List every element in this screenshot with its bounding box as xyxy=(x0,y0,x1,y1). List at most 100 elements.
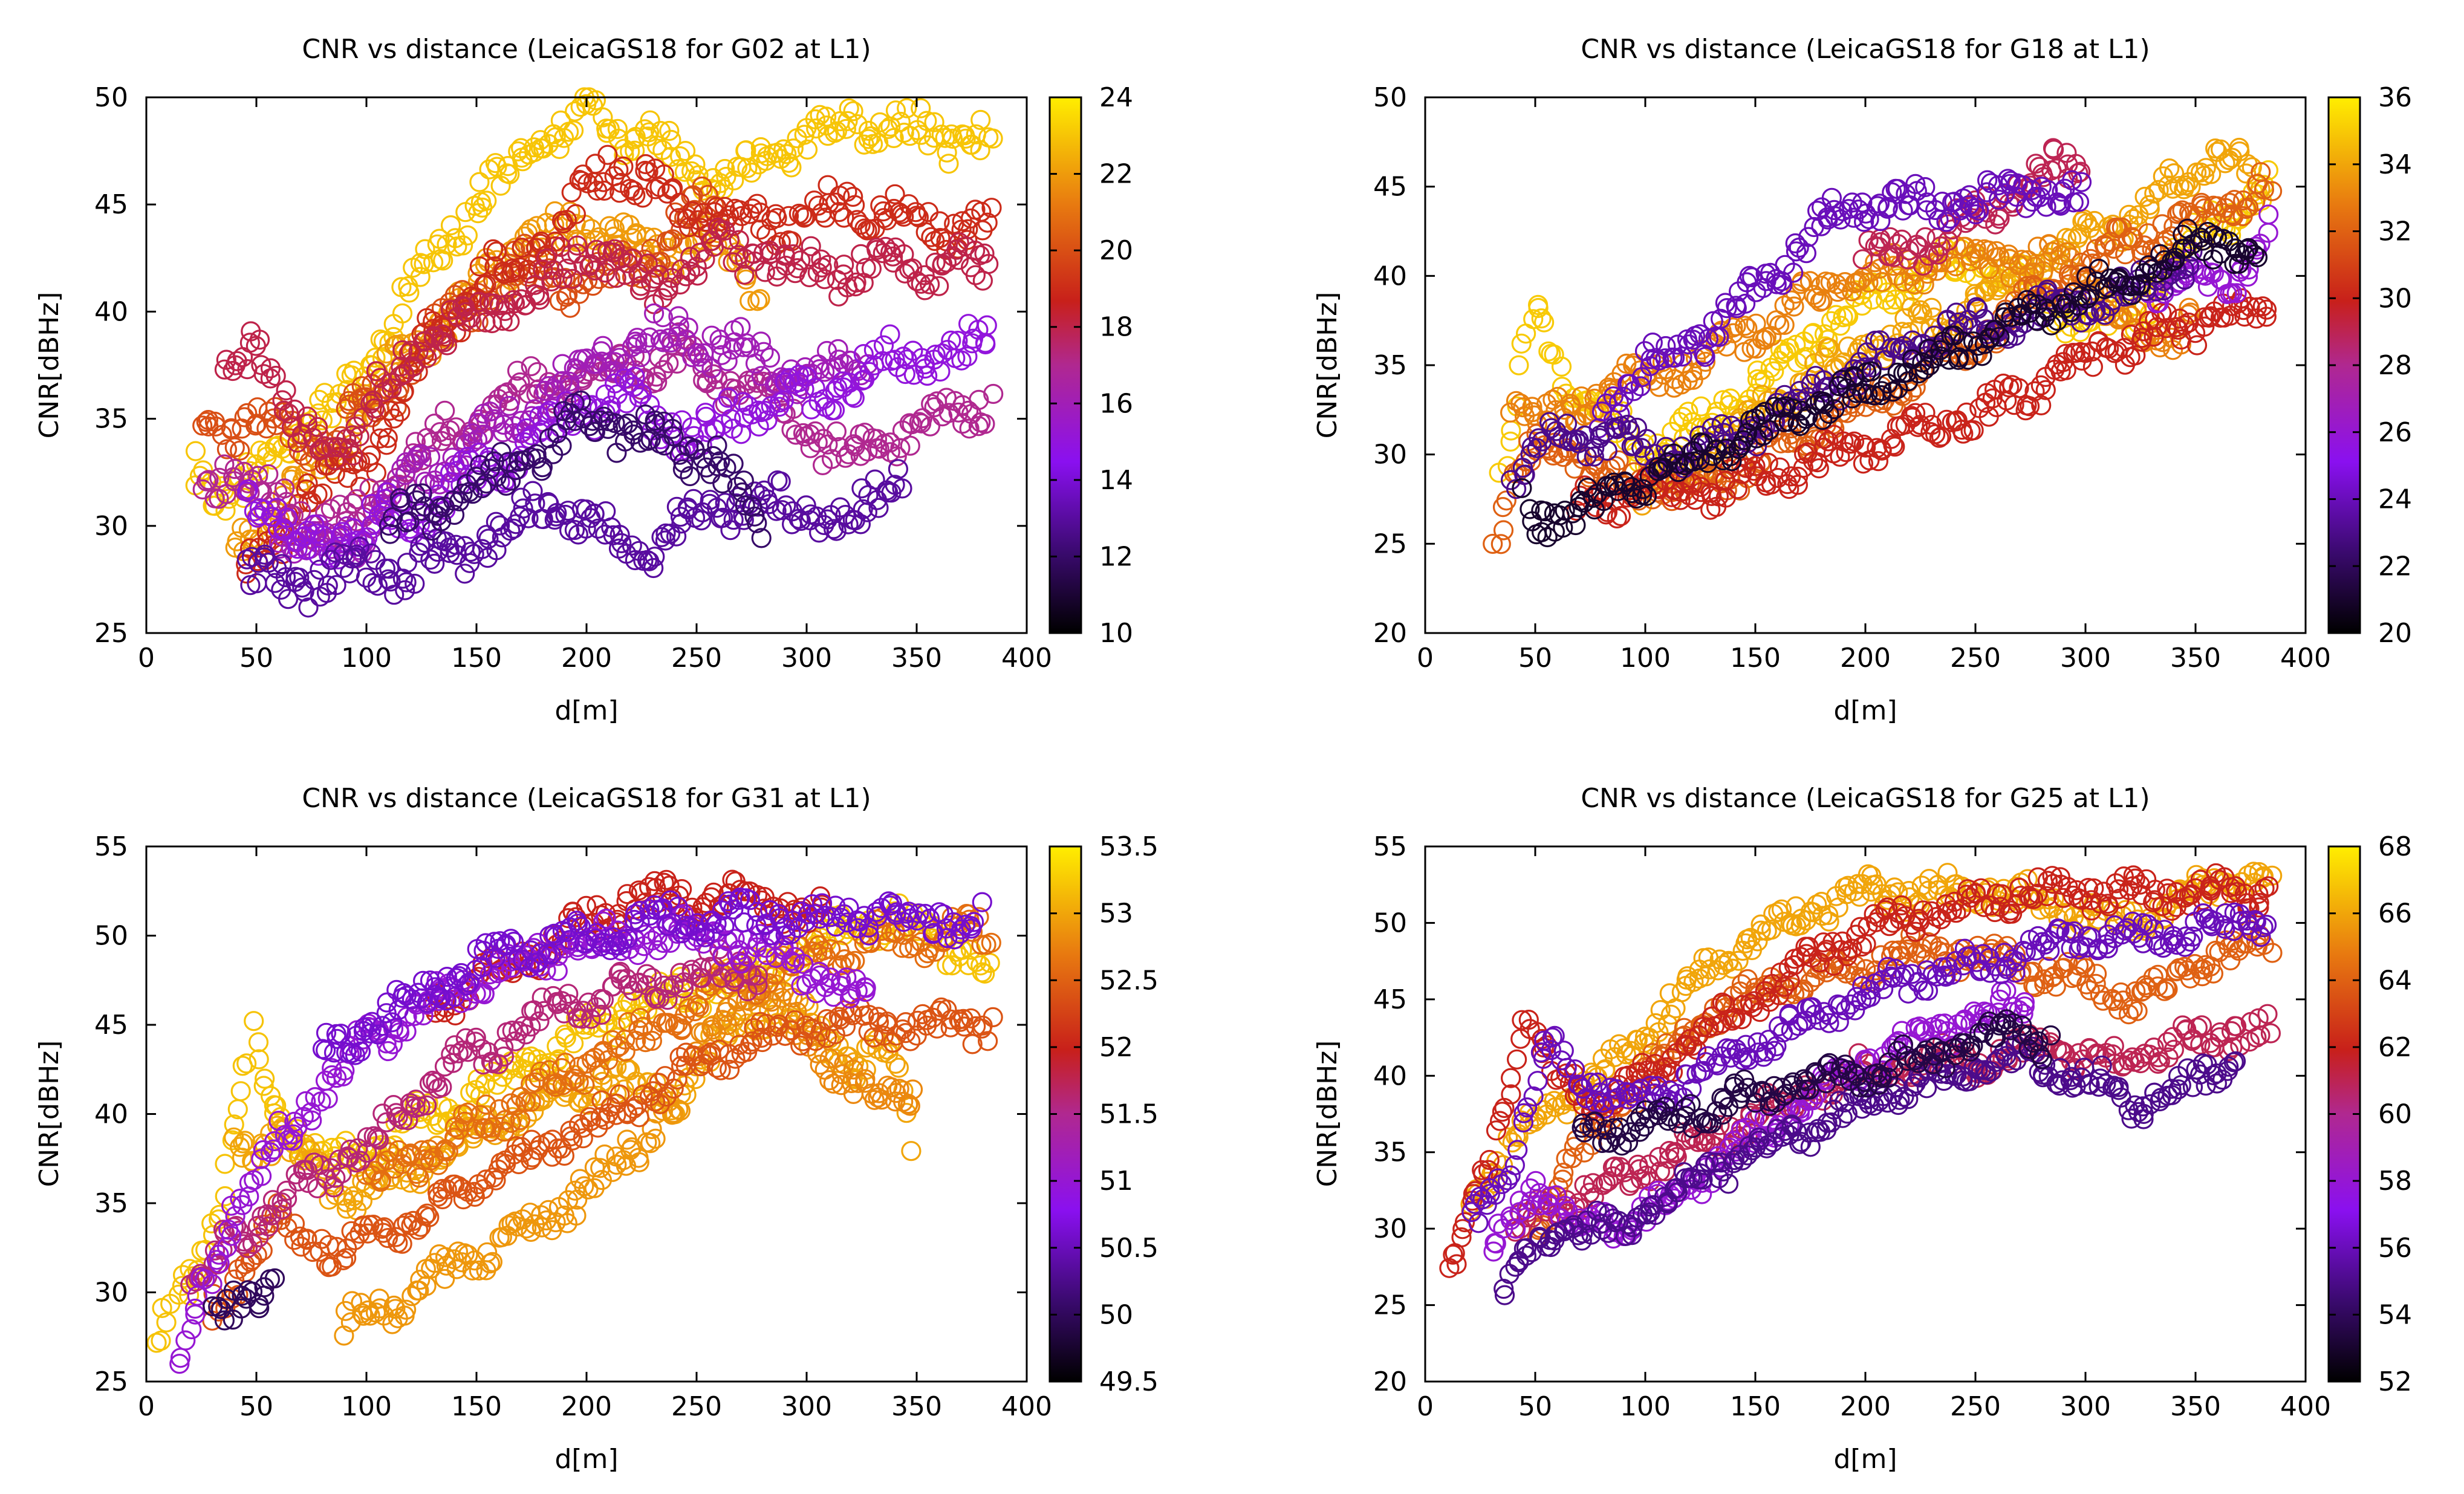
data-point xyxy=(485,412,505,432)
data-point xyxy=(814,269,835,290)
data-point xyxy=(781,420,802,440)
x-tick-label: 250 xyxy=(671,643,722,674)
data-point xyxy=(224,458,245,479)
data-point xyxy=(562,268,583,289)
data-point xyxy=(343,445,363,466)
data-point xyxy=(1511,333,1532,354)
data-point xyxy=(843,101,863,122)
y-axis-label: CNR[dBHz] xyxy=(1312,292,1343,439)
data-point xyxy=(307,417,328,437)
data-point xyxy=(866,238,887,258)
data-point xyxy=(361,407,382,427)
data-point xyxy=(858,129,879,149)
data-point xyxy=(460,553,480,573)
data-point xyxy=(660,230,680,251)
data-point xyxy=(278,589,299,609)
data-point xyxy=(238,479,258,499)
data-point xyxy=(707,369,728,389)
chart-title: CNR vs distance (LeicaGS18 for G02 at L1… xyxy=(302,34,871,65)
data-point xyxy=(496,383,518,403)
data-point xyxy=(291,501,311,522)
data-point xyxy=(757,410,778,430)
data-point xyxy=(977,315,997,336)
data-point xyxy=(445,228,466,248)
data-point xyxy=(288,441,309,462)
data-point xyxy=(894,206,914,227)
data-point xyxy=(485,153,506,174)
data-point xyxy=(248,1032,269,1053)
data-point xyxy=(1501,420,1521,441)
data-point xyxy=(384,585,405,605)
data-point xyxy=(609,348,630,368)
x-tick-label: 250 xyxy=(1950,643,2001,674)
data-point xyxy=(785,424,806,445)
data-point xyxy=(476,190,497,211)
data-point xyxy=(759,347,781,368)
data-point xyxy=(767,208,787,229)
data-point xyxy=(247,573,267,594)
data-point xyxy=(647,372,668,392)
data-point xyxy=(549,138,570,159)
data-point xyxy=(903,365,924,385)
data-point xyxy=(595,262,616,283)
chart-panel-g02: CNR vs distance (LeicaGS18 for G02 at L1… xyxy=(34,34,1133,726)
data-point xyxy=(914,280,935,300)
data-point xyxy=(297,414,318,434)
data-point xyxy=(343,518,363,539)
data-point xyxy=(689,242,710,263)
data-point xyxy=(615,265,636,285)
data-point xyxy=(609,183,630,203)
data-point xyxy=(692,203,714,223)
colorbar-tick-label: 16 xyxy=(1099,388,1133,419)
data-point xyxy=(901,1141,922,1161)
data-point xyxy=(776,144,797,164)
data-point xyxy=(369,368,391,388)
data-point xyxy=(794,379,814,400)
y-tick-label: 50 xyxy=(1373,82,1407,113)
data-point xyxy=(271,554,292,574)
data-point xyxy=(604,373,625,394)
data-point xyxy=(265,365,286,386)
data-point xyxy=(769,397,790,417)
data-point xyxy=(251,355,271,375)
data-point xyxy=(535,380,555,401)
data-point xyxy=(613,156,634,177)
x-tick-label: 200 xyxy=(1840,643,1891,674)
data-point xyxy=(249,505,270,526)
data-point xyxy=(376,435,397,455)
x-tick-label: 400 xyxy=(1001,643,1052,674)
data-point xyxy=(900,435,920,456)
data-point xyxy=(970,109,991,130)
data-point xyxy=(965,265,986,285)
data-point xyxy=(455,311,476,332)
y-tick-label: 40 xyxy=(94,296,128,327)
data-point xyxy=(435,400,455,421)
data-point xyxy=(411,450,432,471)
data-point xyxy=(902,258,923,279)
data-point xyxy=(397,553,418,573)
data-point xyxy=(577,270,598,291)
data-point xyxy=(2044,140,2064,160)
data-point xyxy=(332,437,353,458)
data-point xyxy=(537,403,557,423)
data-point xyxy=(593,336,613,356)
data-point xyxy=(895,363,915,385)
data-point xyxy=(311,439,332,460)
data-point xyxy=(839,372,860,393)
data-point xyxy=(320,499,341,519)
data-point xyxy=(740,291,760,311)
data-point xyxy=(463,423,483,444)
data-point xyxy=(832,371,853,392)
data-point xyxy=(653,360,674,380)
data-point xyxy=(392,303,413,324)
data-point xyxy=(380,571,401,592)
data-point xyxy=(349,536,370,557)
data-point xyxy=(981,198,1002,218)
y-tick-label: 35 xyxy=(1373,350,1407,381)
y-tick-label: 25 xyxy=(1373,528,1407,559)
data-point xyxy=(429,229,450,249)
data-point xyxy=(346,489,367,510)
data-point xyxy=(853,343,874,365)
data-point xyxy=(619,373,640,394)
colorbar-tick-label: 10 xyxy=(1099,618,1133,649)
